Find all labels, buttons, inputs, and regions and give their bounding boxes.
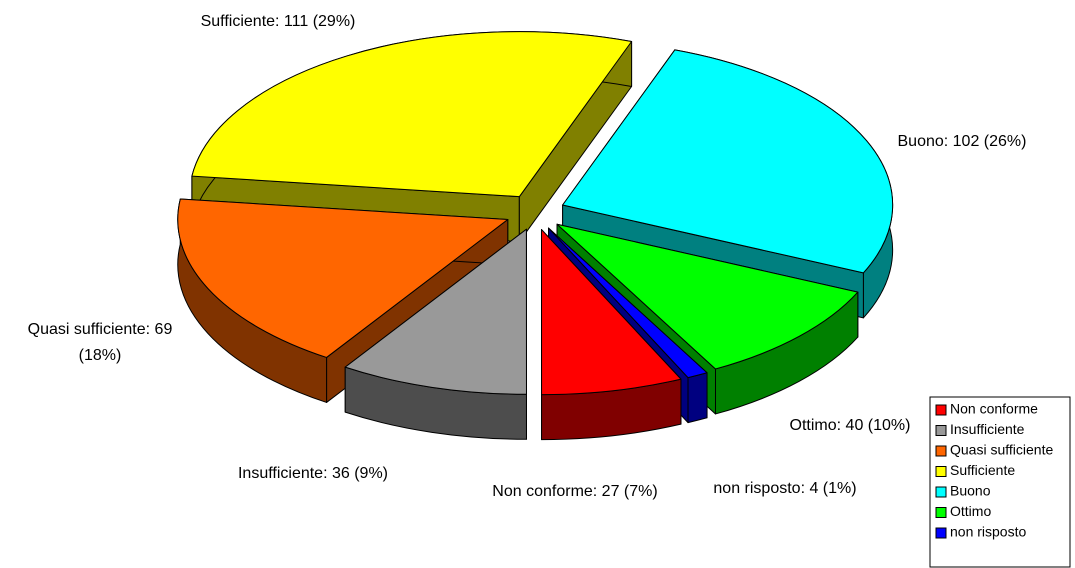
legend-label: non risposto [950,524,1026,540]
legend-label: Non conforme [950,401,1038,417]
slice-top [191,31,633,198]
slice-top [556,223,859,370]
labels: Non conforme: 27 (7%) Insufficiente: 36 (… [28,13,1027,500]
legend-swatch [935,466,947,477]
data-label: Non conforme: 27 (7%) [492,483,657,500]
legend-swatch [935,507,947,518]
pie [177,31,894,441]
legend: Non conforme Insufficiente Quasi sufficien… [929,396,1071,568]
slice-wall [687,372,708,424]
slice [540,229,682,441]
slice-top [344,228,527,395]
legend-label: Ottimo [950,503,991,519]
legend-swatch [935,486,947,498]
legend-swatch [935,527,947,539]
legend-swatch [935,445,947,457]
legend-box [929,396,1071,568]
legend-label: Buono [950,483,991,499]
slice-top [562,49,894,274]
legend-swatch [935,425,947,436]
slice-top [177,198,509,358]
slice [344,228,527,440]
legend-swatch [935,404,947,416]
data-label: Insufficiente: 36 (9%) [238,465,388,482]
legend-label: Quasi sufficiente [950,442,1053,458]
data-label: Buono: 102 (26%) [898,133,1027,150]
data-label: Ottimo: 40 (10%) [790,417,911,434]
legend-label: Sufficiente [950,462,1015,478]
legend-label: Insufficiente [950,421,1025,437]
data-label: Quasi sufficiente: 69 (18%) [28,321,173,364]
data-label: Sufficiente: 111 (29%) [201,13,356,30]
data-label: non risposto: 4 (1%) [713,480,856,497]
slice-top [540,229,682,396]
slice-top [548,227,708,379]
